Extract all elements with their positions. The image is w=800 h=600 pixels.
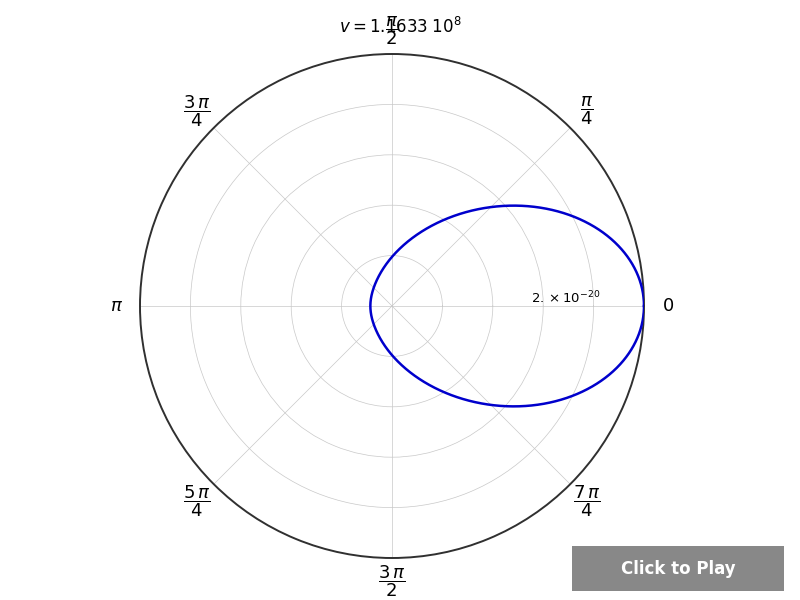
Text: Click to Play: Click to Play <box>621 559 735 577</box>
Text: $2.\times10^{-20}$: $2.\times10^{-20}$ <box>530 289 600 306</box>
Text: $v = 1.1633\;10^{8}$: $v = 1.1633\;10^{8}$ <box>338 17 462 37</box>
